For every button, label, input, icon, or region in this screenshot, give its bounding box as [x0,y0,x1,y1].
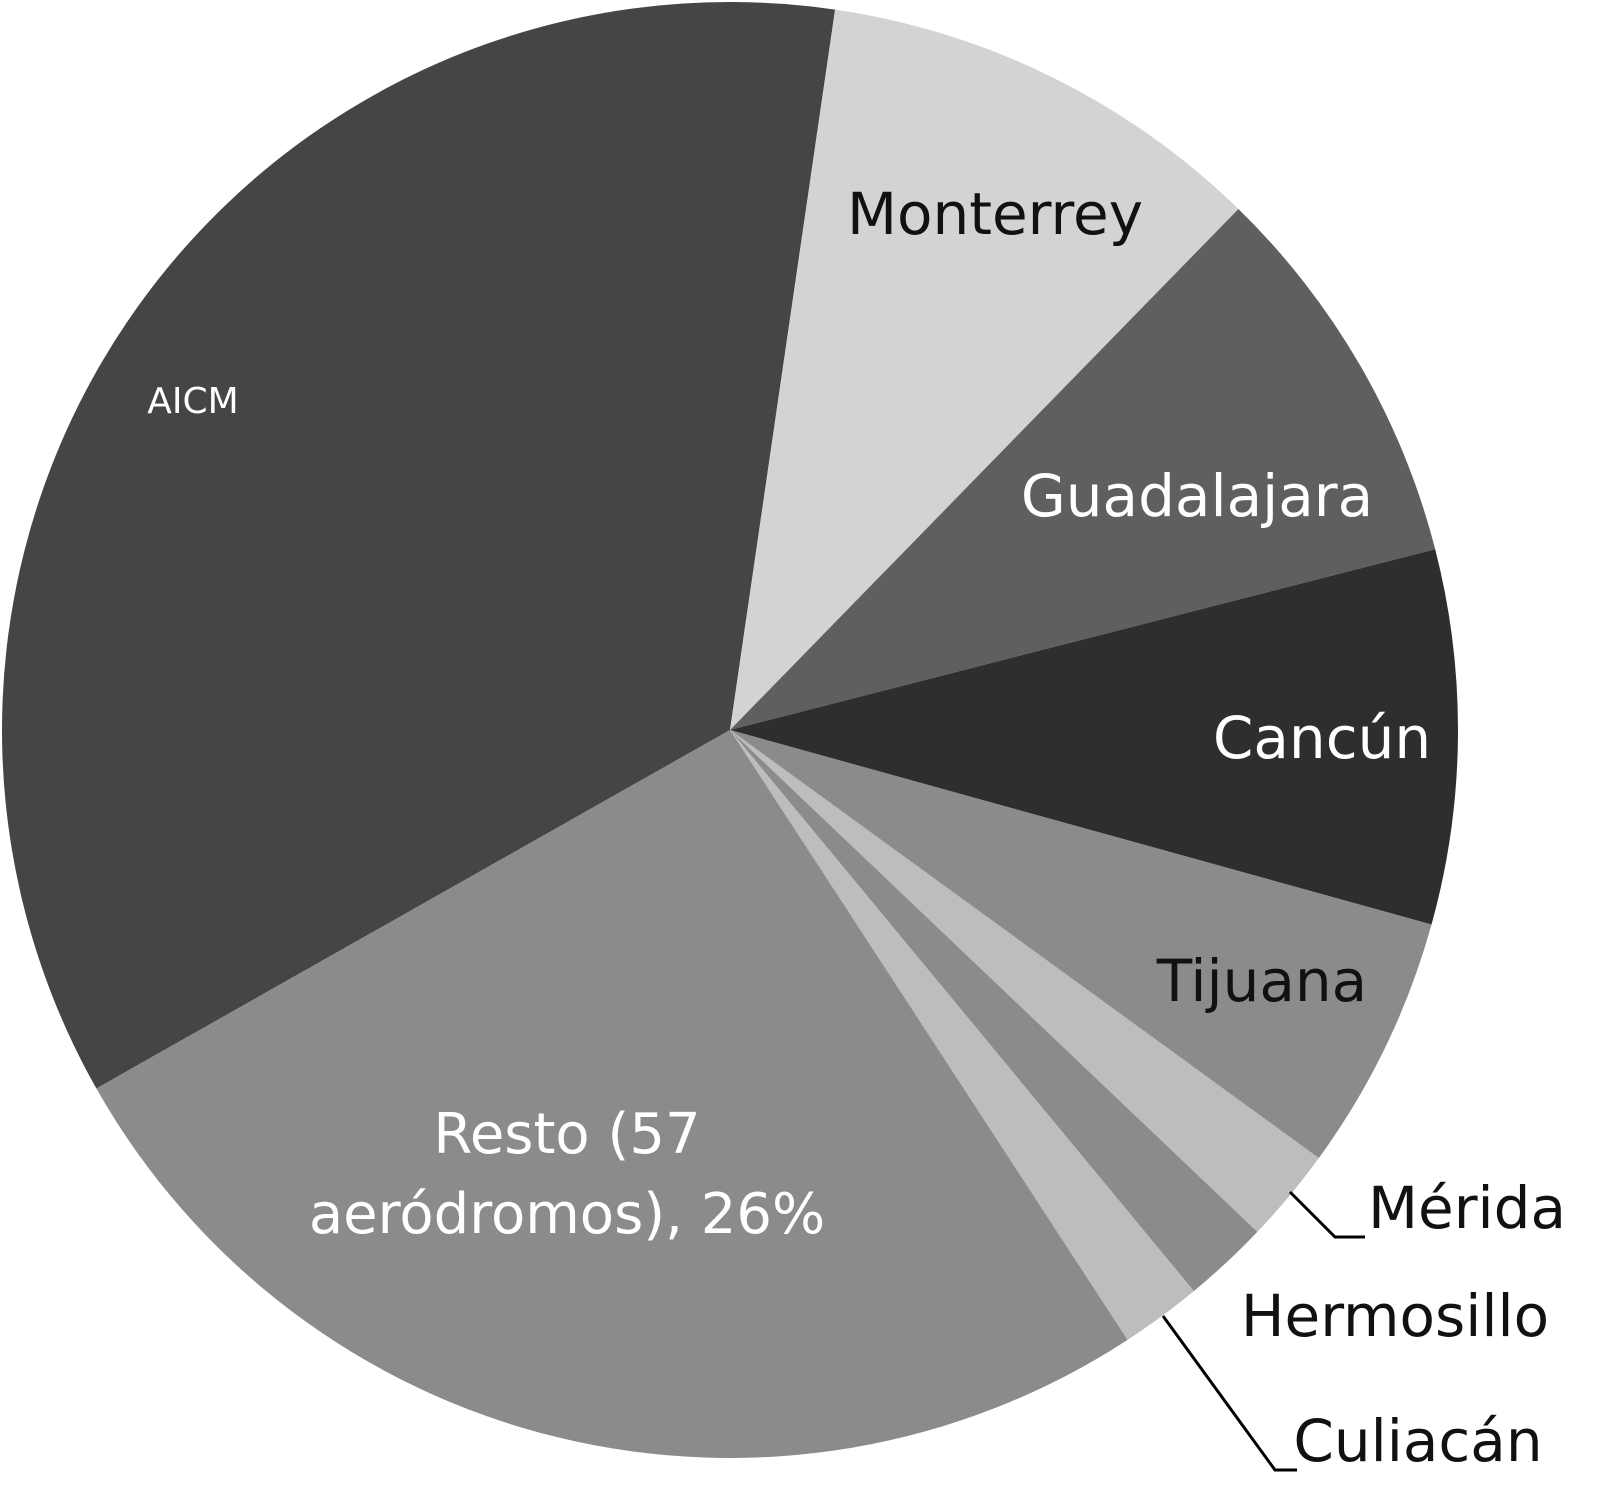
slices [2,1,1458,1459]
pie-slice [96,730,1128,1459]
pie-slice [730,730,1432,1159]
slice-label: Hermosillo [1241,1282,1549,1350]
pie-slice [730,549,1458,925]
labels: AICM Monterrey Guadalajara Cancún Tijuana Mér… [147,180,1566,1475]
slice-label: Guadalajara [1021,462,1373,530]
pie-slice [730,730,1258,1292]
slice-label: AICM [147,381,238,422]
pie-slice [730,730,1194,1340]
slice-label: Culiacán [1293,1407,1542,1475]
slice-label: Mérida [1368,1174,1566,1242]
pie-slice [730,9,1239,730]
pie-slice [730,730,1319,1232]
slice-label: Cancún [1213,704,1431,772]
pie-slice [2,1,836,1089]
pie-slice [730,208,1436,730]
slice-label: Monterrey [847,180,1143,248]
slice-label: Resto (57 aeródromos), 26% [308,1102,826,1247]
slice-label: Tijuana [1156,947,1367,1015]
leader-line [1161,1315,1297,1472]
leader-line [1288,1190,1365,1239]
